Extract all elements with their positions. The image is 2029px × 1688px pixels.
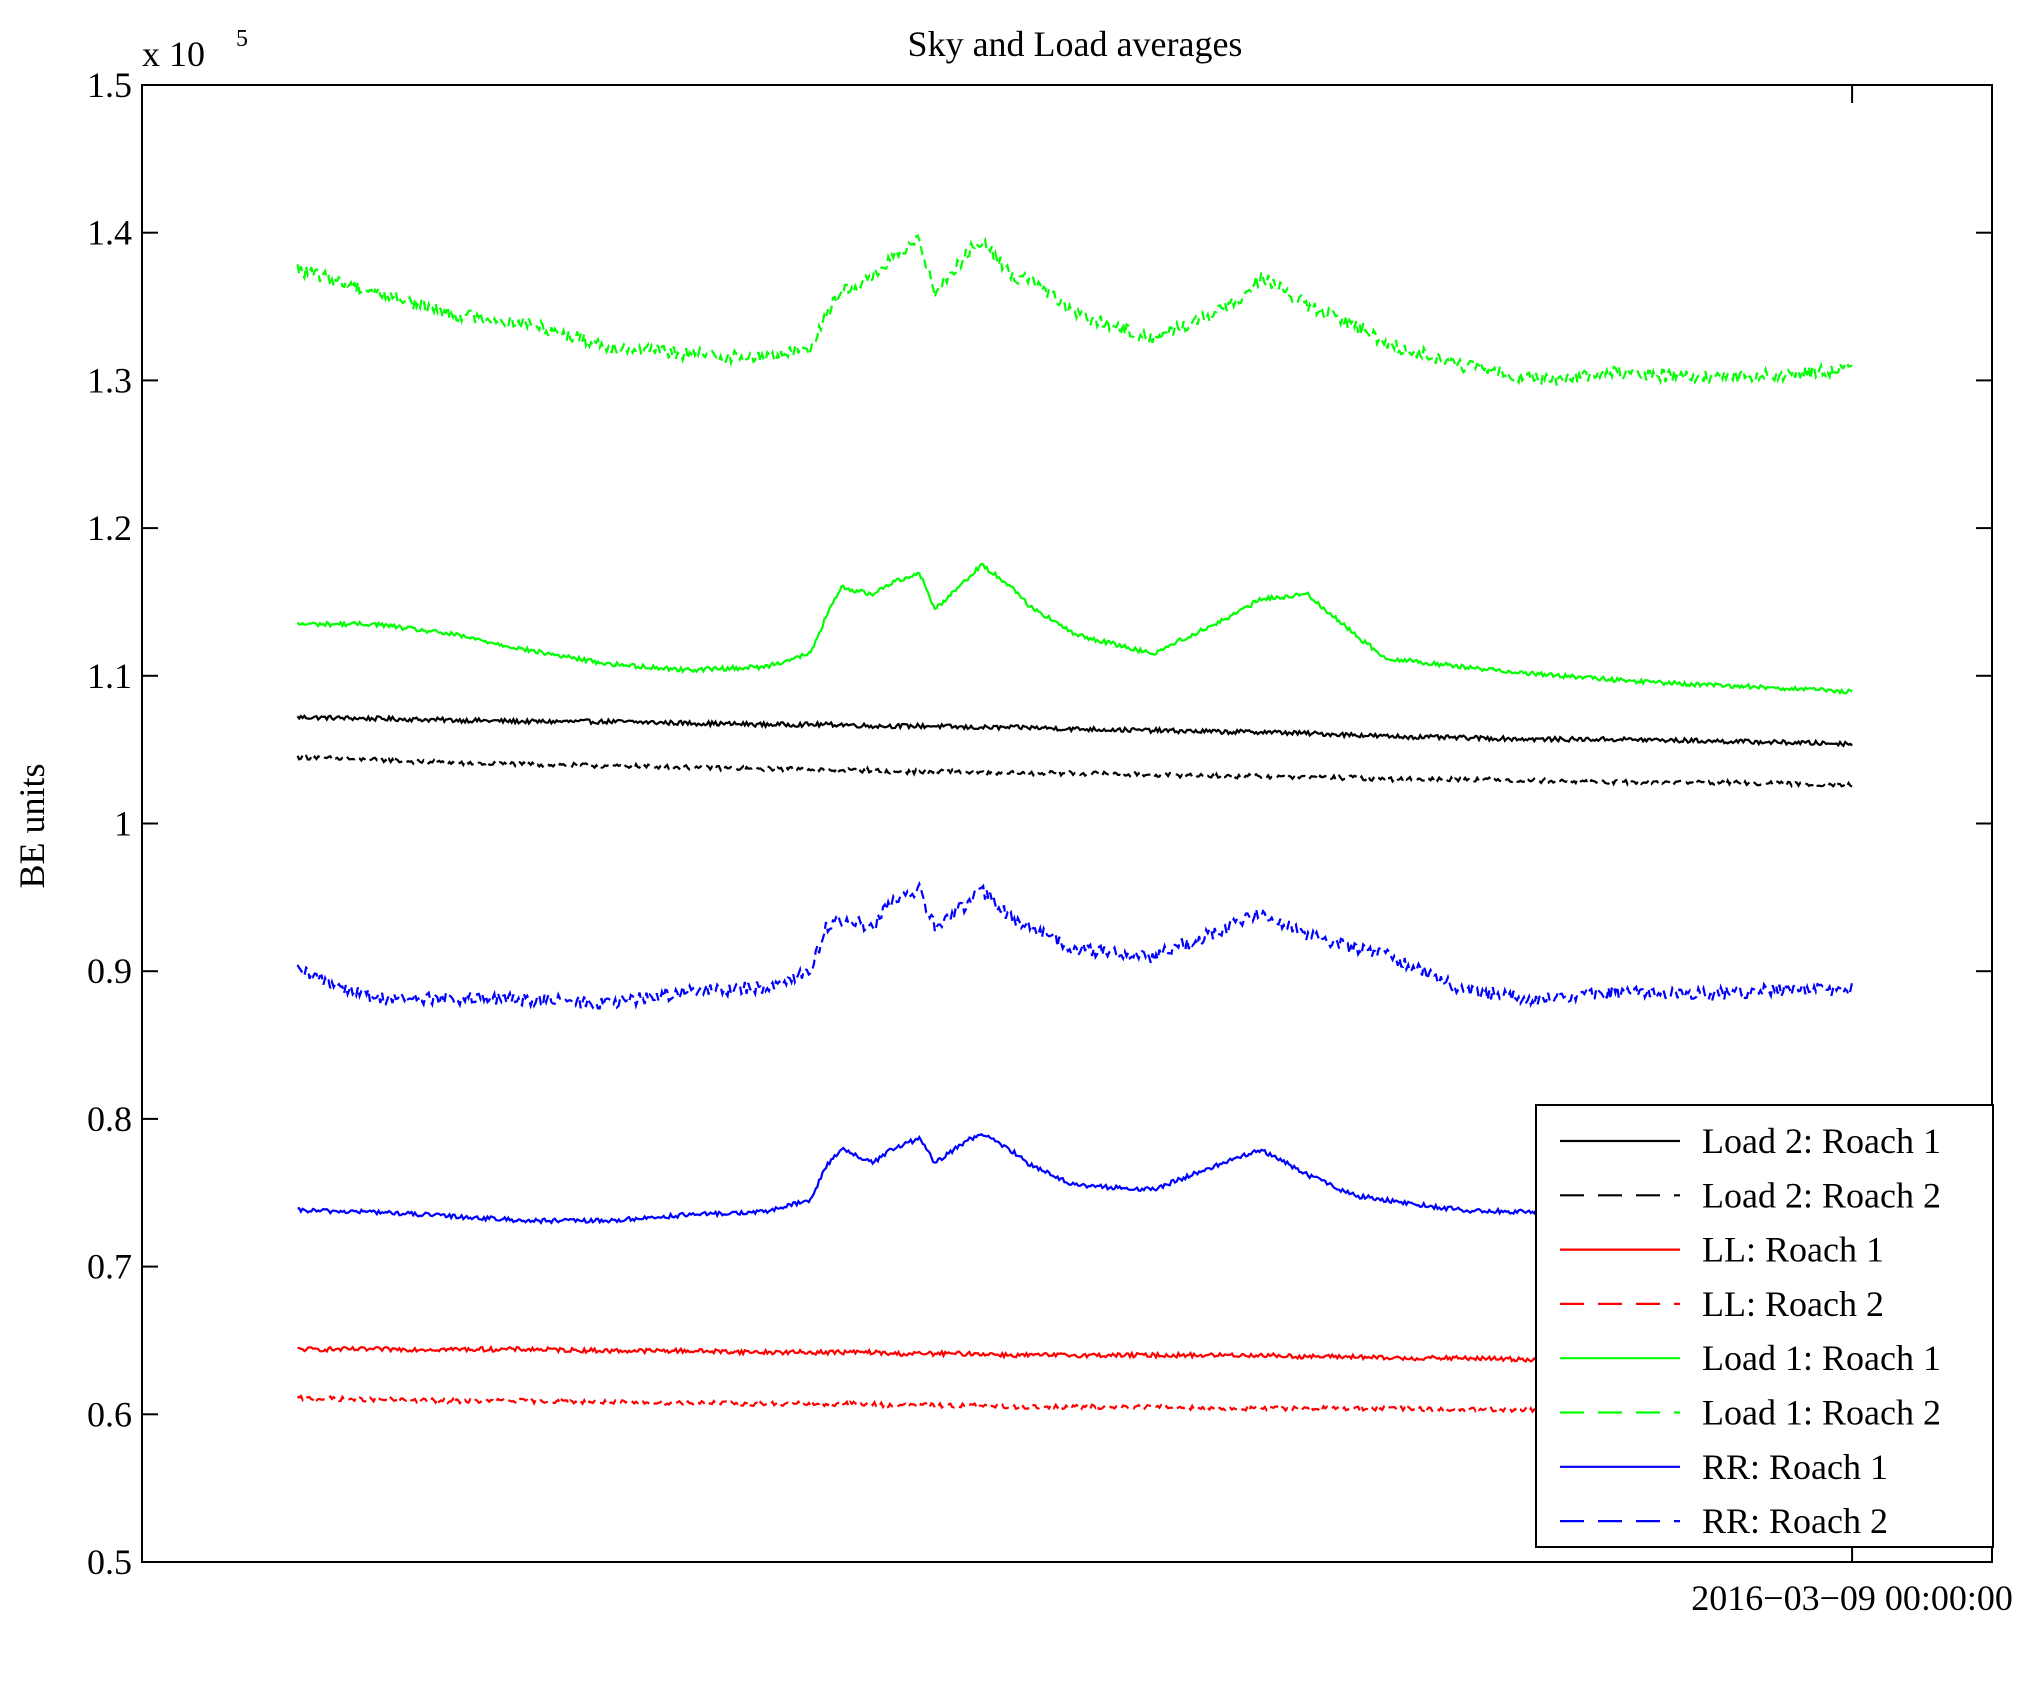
legend-entry-label: LL: Roach 1 xyxy=(1702,1230,1884,1270)
legend-entry-label: Load 1: Roach 1 xyxy=(1702,1338,1941,1378)
y-multiplier-exponent: 5 xyxy=(236,26,248,52)
y-tick-label: 1.1 xyxy=(87,656,132,696)
legend-box xyxy=(1535,1104,1994,1548)
legend-entry-label: LL: Roach 2 xyxy=(1702,1284,1884,1324)
y-tick-label: 1.2 xyxy=(87,508,132,548)
y-tick-label: 0.8 xyxy=(87,1099,132,1139)
series-line xyxy=(296,562,1853,696)
y-tick-label: 1.5 xyxy=(87,65,132,105)
series-load-1-roach-1 xyxy=(296,562,1853,696)
plot-area-border xyxy=(141,84,1993,1563)
series-line xyxy=(296,714,1853,748)
legend-entry-label: Load 2: Roach 2 xyxy=(1702,1175,1941,1215)
series-line xyxy=(296,880,1854,1010)
y-multiplier-base: x 10 xyxy=(142,34,205,74)
series-rr-roach-2 xyxy=(296,880,1854,1010)
y-tick-label: 0.7 xyxy=(87,1247,132,1287)
y-tick-label: 0.5 xyxy=(87,1542,132,1582)
series-line xyxy=(296,753,1853,789)
y-axis-multiplier: x 10 5 xyxy=(142,26,248,74)
legend-entry-label: Load 2: Roach 1 xyxy=(1702,1121,1941,1161)
series-load-1-roach-2 xyxy=(296,233,1853,388)
y-tick-label: 0.6 xyxy=(87,1394,132,1434)
series-load-2-roach-2 xyxy=(296,753,1853,789)
y-tick-label: 1 xyxy=(114,804,132,844)
y-tick-label: 1.4 xyxy=(87,213,132,253)
x-tick-labels: 2016−03−09 00:00:00 xyxy=(1691,1578,2013,1618)
y-axis-label: BE units xyxy=(12,763,52,888)
legend-entry-label: RR: Roach 2 xyxy=(1702,1501,1888,1541)
series-line xyxy=(296,233,1853,388)
y-tick-label: 0.9 xyxy=(87,951,132,991)
legend-entry-label: RR: Roach 1 xyxy=(1702,1447,1888,1487)
y-tick-label: 1.3 xyxy=(87,360,132,400)
legend: Load 2: Roach 1 Load 2: Roach 2 LL: Roach … xyxy=(1535,1104,1994,1548)
series-load-2-roach-1 xyxy=(296,714,1853,748)
legend-entry-label: Load 1: Roach 2 xyxy=(1702,1393,1941,1433)
chart-title: Sky and Load averages xyxy=(908,24,1243,64)
y-tick-labels: 0.5 0.6 0.7 0.8 0.9 1 1.1 1.2 1.3 1.4 1.5 xyxy=(87,65,132,1582)
x-tick-label: 2016−03−09 00:00:00 xyxy=(1691,1578,2013,1618)
